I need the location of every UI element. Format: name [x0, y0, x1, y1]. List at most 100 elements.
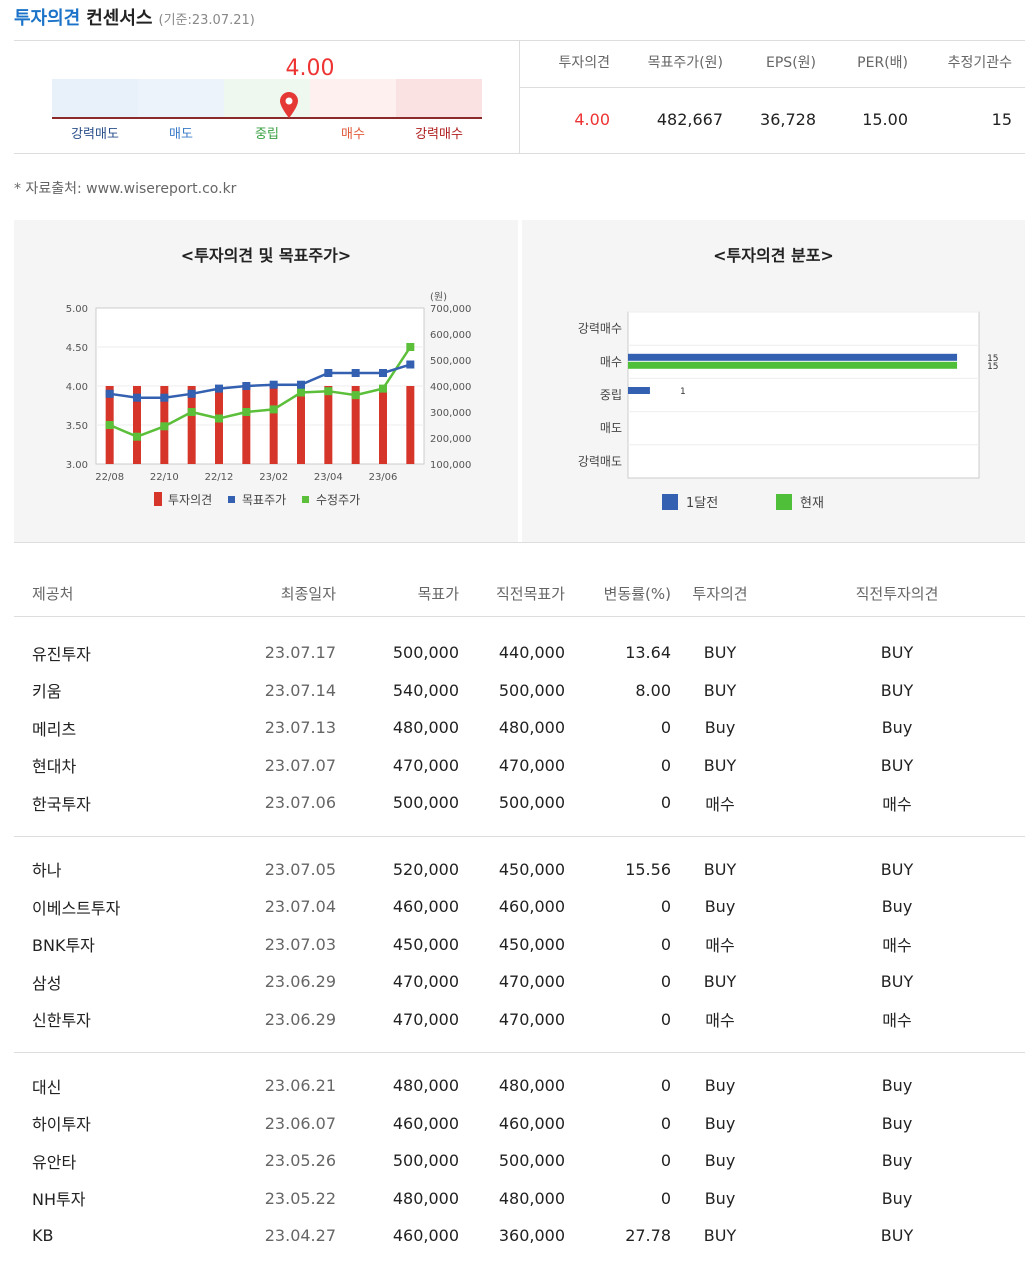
table-cell: 460,000 — [392, 897, 459, 917]
gauge-label: 매수 — [341, 127, 365, 142]
adjusted-price-point — [160, 422, 169, 431]
opinion-bar — [215, 386, 223, 464]
category-label: 매도 — [600, 421, 622, 435]
adjusted-price-line — [109, 346, 412, 439]
gauge-label: 중립 — [255, 127, 279, 142]
adjusted-price-point — [351, 391, 360, 400]
legend-label: 투자의견 — [168, 493, 212, 507]
summary-header-cell: 목표주가(원) — [647, 55, 723, 71]
table-cell: 23.07.05 — [264, 859, 336, 879]
table-cell: 470,000 — [498, 972, 565, 992]
table-cell: 450,000 — [498, 934, 565, 954]
group-divider — [14, 835, 1025, 837]
table-cell: 23.07.17 — [264, 643, 336, 663]
category-label: 매수 — [600, 355, 622, 369]
table-cell: 대신 — [32, 1077, 62, 1097]
adjusted-price-point — [133, 432, 141, 441]
table-cell: 480,000 — [498, 1076, 565, 1096]
table-cell: 23.07.04 — [264, 897, 336, 917]
x-tick: 23/04 — [314, 472, 343, 483]
table-cell: Buy — [881, 1151, 913, 1171]
table-row: BNK투자 23.07.03 450,000 450,000 0 매수 매수 — [14, 926, 1025, 964]
table-group: 하나 23.07.05 520,000 450,000 15.56 BUY BUY 이베스트투… — [14, 837, 1025, 1053]
table-cell: 매수 — [882, 794, 912, 814]
table-cell: 매수 — [705, 1011, 735, 1031]
table-cell: 유안타 — [32, 1152, 77, 1172]
data-label: 15 — [987, 362, 998, 372]
y-right-tick: 300,000 — [430, 408, 471, 419]
y-left-tick: 3.00 — [66, 460, 88, 471]
table-cell: 500,000 — [392, 643, 459, 663]
broker-table: 제공처 최종일자 목표가 직전목표가 변동률(%) 투자의견 직전투자의견 유진투자 23.0… — [14, 570, 1025, 1269]
table-cell: 520,000 — [392, 859, 459, 879]
table-cell: 8.00 — [635, 680, 671, 700]
table-cell: BUY — [703, 859, 737, 879]
y-right-tick: 200,000 — [430, 434, 471, 445]
gauge-segment — [138, 79, 224, 117]
table-cell: 470,000 — [498, 1009, 565, 1029]
table-cell: 0 — [660, 1009, 671, 1029]
legend-swatch — [154, 492, 162, 506]
table-row: 메리츠 23.07.13 480,000 480,000 0 Buy Buy — [14, 709, 1025, 747]
y-left-tick: 4.00 — [66, 382, 88, 393]
table-cell: 매수 — [705, 794, 735, 814]
table-cell: Buy — [704, 1188, 736, 1208]
table-cell: BUY — [880, 680, 914, 700]
table-cell: 23.06.29 — [264, 972, 336, 992]
target-price-point — [406, 360, 415, 369]
data-label: 15 — [987, 354, 998, 364]
table-header-cell: 직전투자의견 — [855, 584, 939, 603]
legend-swatch — [662, 494, 678, 510]
table-row: 이베스트투자 23.07.04 460,000 460,000 0 Buy Buy — [14, 888, 1025, 926]
table-cell: 15.56 — [625, 859, 671, 879]
legend-swatch — [228, 496, 235, 503]
category-label: 중립 — [600, 388, 622, 402]
table-cell: 480,000 — [498, 1188, 565, 1208]
gauge-segment — [310, 79, 396, 117]
table-cell: BUY — [880, 859, 914, 879]
distribution-bar — [628, 387, 650, 394]
table-cell: 0 — [660, 1113, 671, 1133]
summary-header-divider — [520, 87, 1025, 88]
table-cell: 매수 — [882, 936, 912, 956]
adjusted-price-point — [406, 343, 415, 351]
table-row: 삼성 23.06.29 470,000 470,000 0 BUY BUY — [14, 963, 1025, 1001]
legend-label: 현재 — [800, 496, 824, 511]
table-row: 한국투자 23.07.06 500,000 500,000 0 매수 매수 — [14, 784, 1025, 822]
gauge-value: 4.00 — [285, 56, 335, 81]
table-cell: 23.06.29 — [264, 1009, 336, 1029]
target-price-point — [215, 384, 223, 393]
category-label: 강력매도 — [578, 454, 622, 468]
legend-label: 수정주가 — [316, 493, 360, 507]
table-header-cell: 직전목표가 — [495, 584, 565, 603]
opinion-bar — [133, 386, 141, 464]
table-cell: 470,000 — [392, 972, 459, 992]
table-row: 현대차 23.07.07 470,000 470,000 0 BUY BUY — [14, 747, 1025, 785]
table-cell: 0 — [660, 793, 671, 813]
table-cell: Buy — [881, 1188, 913, 1208]
table-header-cell: 목표가 — [417, 584, 459, 603]
table-row: 유진투자 23.07.17 500,000 440,000 13.64 BUY BUY — [14, 634, 1025, 672]
title-consensus: 컨센서스 — [86, 8, 153, 29]
target-price-point — [379, 369, 387, 377]
table-header-cell: 최종일자 — [280, 584, 336, 603]
table-cell: BUY — [703, 1226, 737, 1246]
base-date: (기준:23.07.21) — [158, 13, 255, 28]
distribution-bar — [628, 353, 958, 361]
table-cell: 현대차 — [32, 757, 77, 777]
y-right-tick: 400,000 — [430, 382, 471, 393]
target-price-point — [242, 382, 251, 390]
opinion-bar — [351, 386, 360, 464]
adjusted-price-point — [242, 408, 251, 416]
table-cell: 신한투자 — [32, 1011, 91, 1031]
table-cell: 매수 — [705, 936, 735, 956]
table-cell: 메리츠 — [32, 719, 77, 739]
y-left-tick: 5.00 — [66, 304, 88, 315]
summary-divider — [519, 40, 520, 153]
table-cell: 450,000 — [498, 859, 565, 879]
summary-value-cell: 15.00 — [862, 110, 908, 129]
y-right-unit: (원) — [430, 291, 447, 303]
summary-header-cell: 투자의견 — [558, 55, 610, 71]
table-cell: 470,000 — [392, 1009, 459, 1029]
table-cell: 키움 — [32, 682, 62, 702]
